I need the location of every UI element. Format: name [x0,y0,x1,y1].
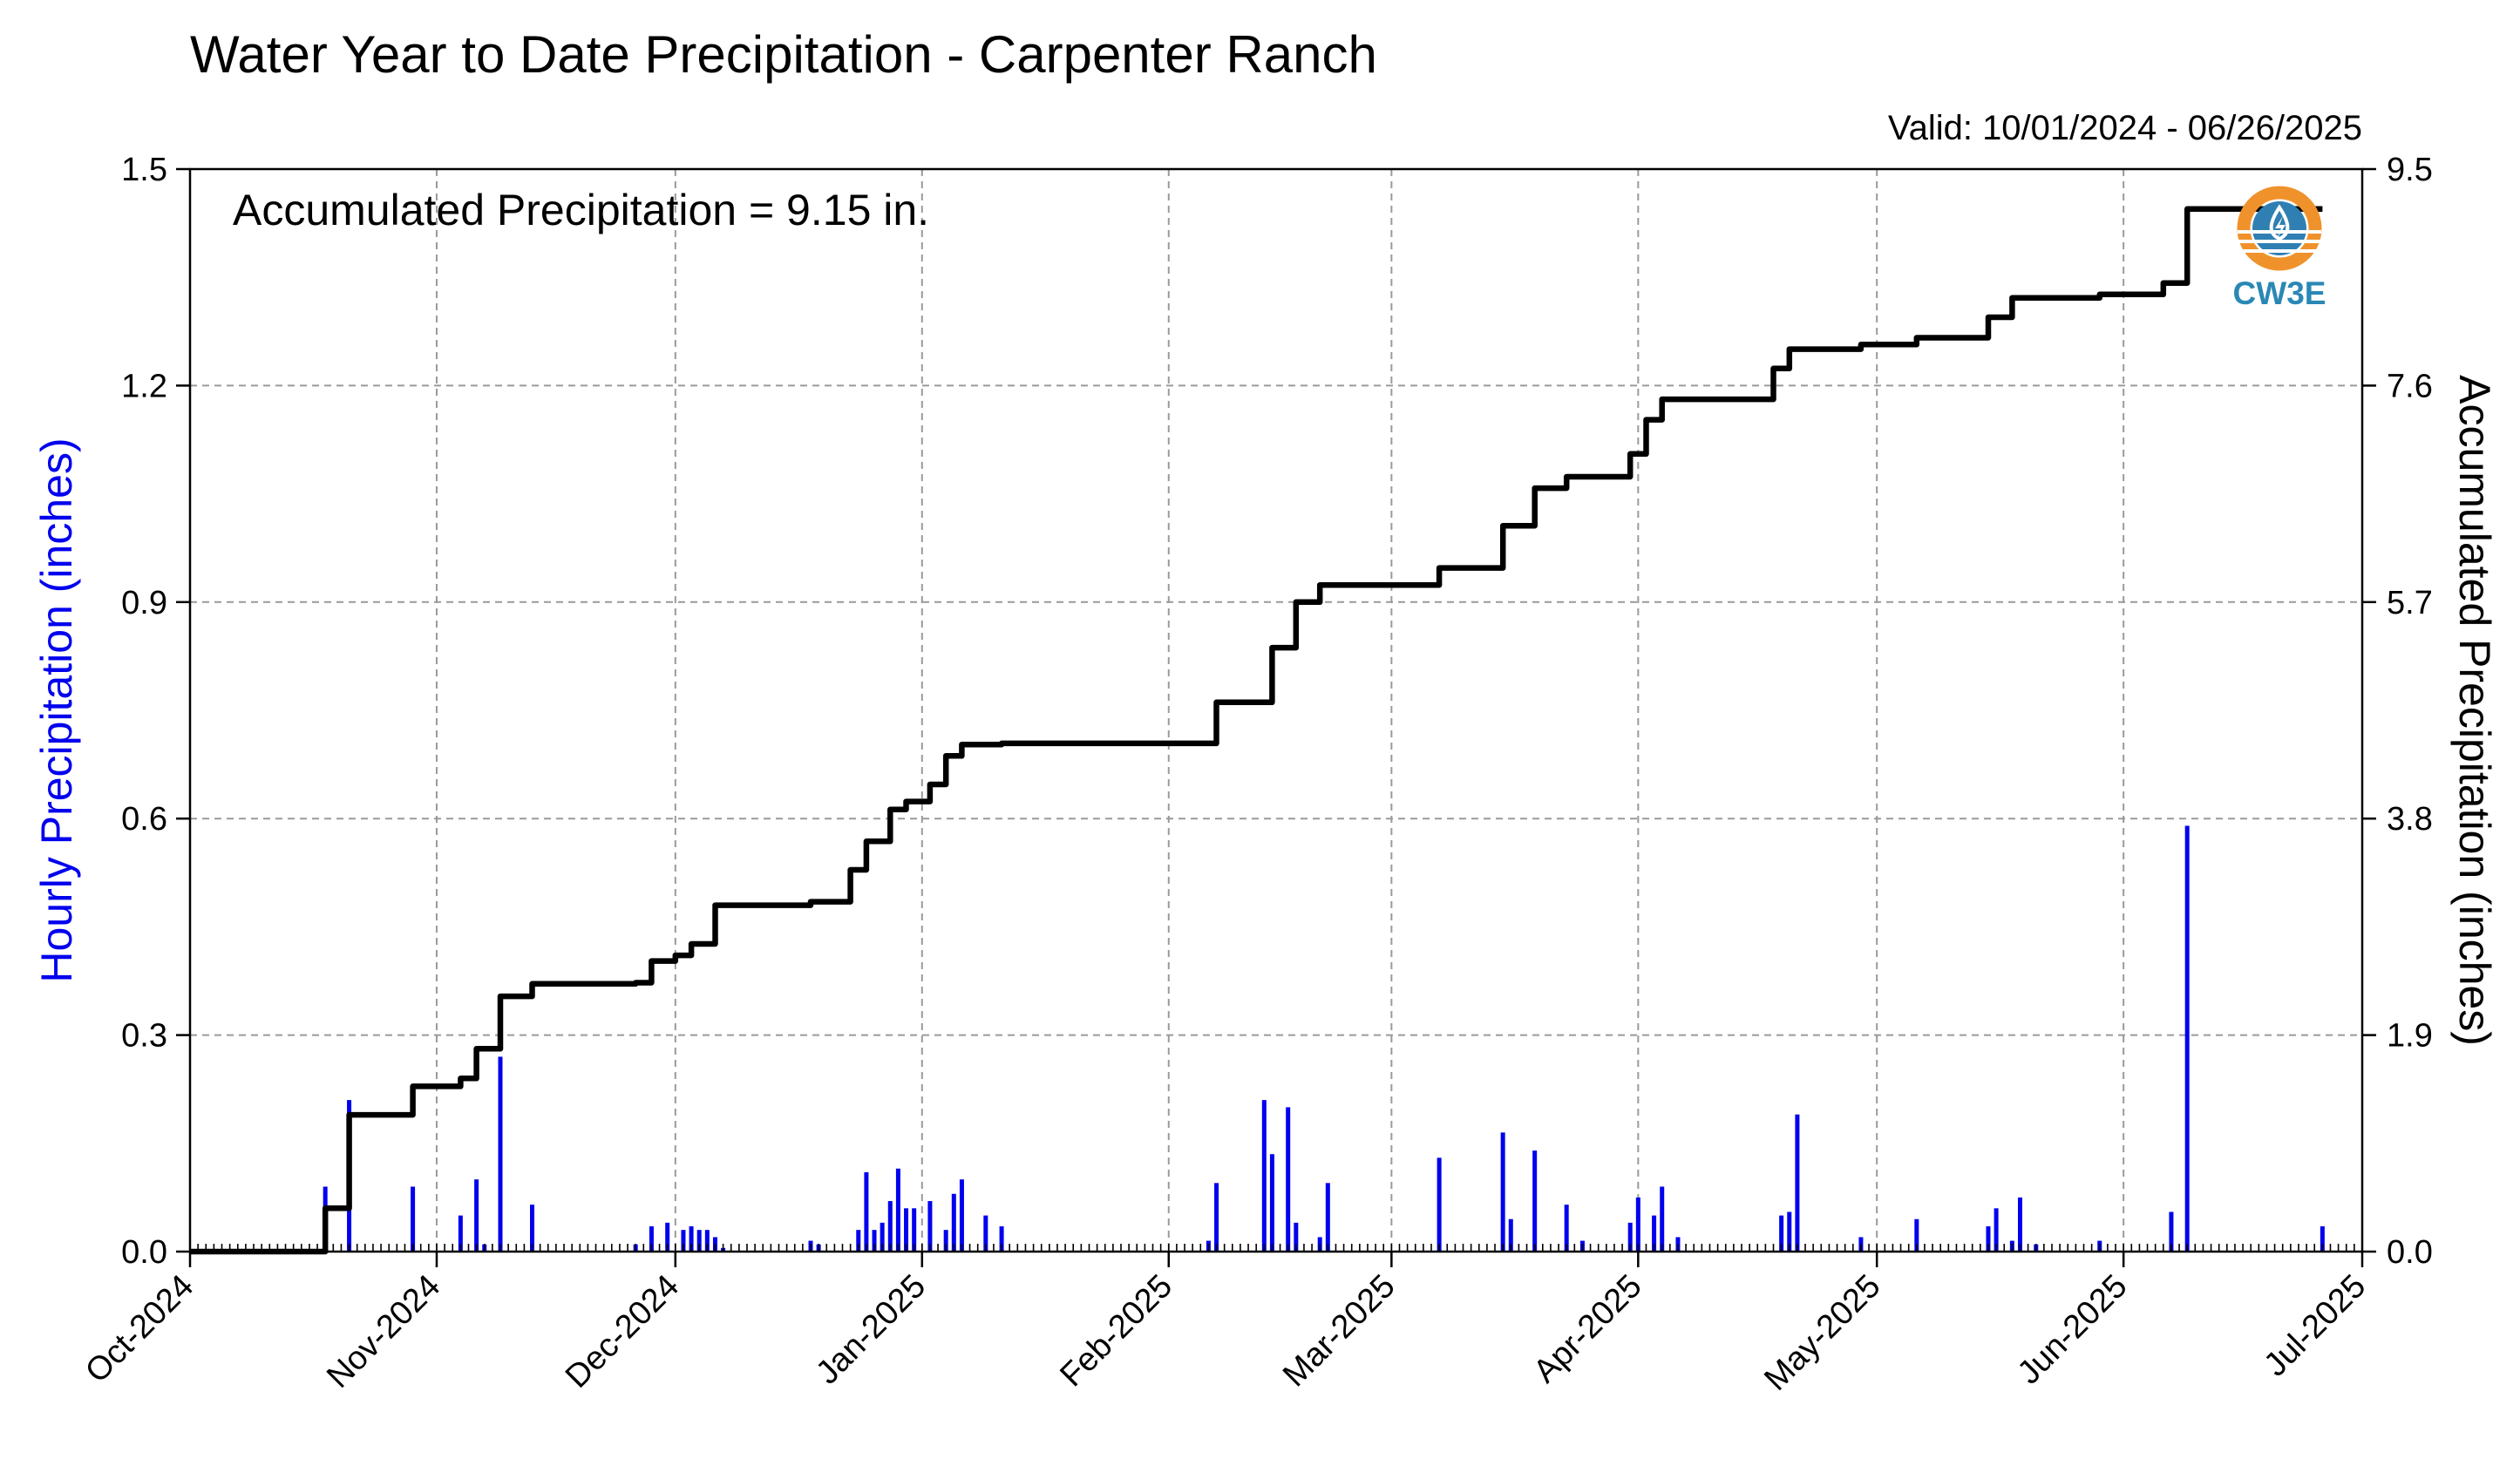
y-left-tick-label: 1.5 [121,152,167,188]
precipitation-bar [1269,1154,1274,1252]
y-left-tick-label: 0.3 [121,1018,167,1055]
precipitation-bar [474,1179,479,1252]
y-right-tick-label: 1.9 [2387,1018,2433,1055]
precipitation-bar [999,1226,1004,1252]
y-right-tick-label: 0.0 [2387,1234,2433,1271]
precipitation-bar [1795,1114,1800,1252]
x-tick-label: Oct-2024 [78,1268,200,1390]
precipitation-bar [696,1230,702,1252]
accumulated-series-line [190,206,2323,1255]
y-left-tick-label: 0.9 [121,585,167,621]
precipitation-bar [1261,1100,1267,1252]
precipitation-bar [880,1222,885,1252]
precipitation-bar [904,1208,909,1252]
precipitation-bar [1508,1218,1513,1252]
cw3e-logo: CW3E [2233,186,2326,311]
precipitation-bar [2169,1211,2174,1252]
y-right-tick-label: 3.8 [2387,801,2433,838]
x-tick-label: May-2025 [1757,1268,1887,1398]
precipitation-bar [887,1201,893,1252]
chart-title: Water Year to Date Precipitation - Carpe… [190,25,1377,84]
precipitation-bar [983,1215,988,1252]
logo-wave-line [2238,230,2321,234]
precipitation-bar [864,1171,869,1252]
precipitation-bar [895,1168,900,1252]
y-right-tick-label: 5.7 [2387,585,2433,621]
y-axis-label-left: Hourly Precipitation (inches) [32,438,81,982]
valid-date-range: Valid: 10/01/2024 - 06/26/2025 [1888,109,2362,147]
logo-wave-line [2238,240,2321,243]
precipitation-bar [1500,1132,1505,1252]
precipitation-bar [1787,1211,1792,1252]
logo-text: CW3E [2233,275,2326,311]
precipitation-bar [951,1193,956,1252]
logo-wave-line [2238,249,2321,253]
y-right-tick-label: 9.5 [2387,152,2433,188]
precipitation-bar [1779,1215,1784,1252]
x-tick-label: Apr-2025 [1526,1268,1648,1390]
precipitation-bar [665,1222,670,1252]
precipitation-bar [1532,1150,1538,1252]
precipitation-bar [959,1179,964,1252]
precipitation-bar [1325,1183,1330,1252]
x-tick-label: Feb-2025 [1053,1268,1179,1395]
hourly-precipitation-bars [323,825,2325,1252]
precipitation-bar [411,1186,416,1252]
precipitation-bar [912,1208,917,1252]
y-axis-label-right: Accumulated Precipitation (inches) [2450,375,2499,1046]
logo-drop-icon [2269,204,2290,241]
precipitation-bar [2184,825,2190,1252]
precipitation-bar [872,1230,877,1252]
precipitation-bar [927,1201,933,1252]
precipitation-bar [2320,1226,2325,1252]
y-right-tick-label: 7.6 [2387,368,2433,404]
precipitation-bar [689,1226,694,1252]
precipitation-bar [1294,1222,1299,1252]
precipitation-bar [704,1230,710,1252]
y-left-tick-label: 0.6 [121,801,167,838]
x-tick-label: Jun-2025 [2011,1268,2135,1392]
precipitation-bar [1986,1226,1991,1252]
grid-lines [190,169,2362,1252]
x-tick-label: Jan-2025 [809,1268,933,1392]
precipitation-bar [1914,1218,1919,1252]
precipitation-bar [856,1230,861,1252]
precipitation-bar [1564,1205,1569,1252]
precipitation-bar [458,1215,463,1252]
x-tick-label: Nov-2024 [320,1268,447,1395]
precipitation-bar [498,1056,503,1252]
x-tick-label: Jul-2025 [2258,1268,2374,1384]
precipitation-bar [1437,1157,1442,1252]
logo-ring [2237,186,2322,271]
x-tick-label: Mar-2025 [1276,1268,1403,1395]
logo-lightning-icon [2275,216,2286,239]
axis-tick-labels: 0.0 0.3 0.6 0.9 1.2 1.5 0.0 1.9 3.8 5.7 7.6 9.5 Oct-… [78,152,2433,1398]
precipitation-bar [1994,1208,1999,1252]
precipitation-bar [1286,1107,1291,1252]
plot-frame [188,167,2364,1253]
accumulated-total-annotation: Accumulated Precipitation = 9.15 in. [233,186,929,234]
axis-ticks [176,167,2376,1267]
precipitation-bar [1660,1186,1665,1252]
precipitation-bar [1635,1197,1640,1252]
y-left-tick-label: 0.0 [121,1234,167,1271]
precipitation-bar [681,1230,686,1252]
precipitation-bar [2017,1197,2022,1252]
precipitation-bar [1652,1215,1657,1252]
accumulated-precipitation-line [190,206,2323,1255]
precipitation-bar [530,1205,535,1252]
precipitation-bar [1214,1183,1219,1252]
y-left-tick-label: 1.2 [121,368,167,404]
precipitation-bar [649,1226,654,1252]
x-tick-label: Dec-2024 [559,1268,686,1395]
precipitation-bar [1627,1222,1633,1252]
precipitation-bar [943,1230,948,1252]
